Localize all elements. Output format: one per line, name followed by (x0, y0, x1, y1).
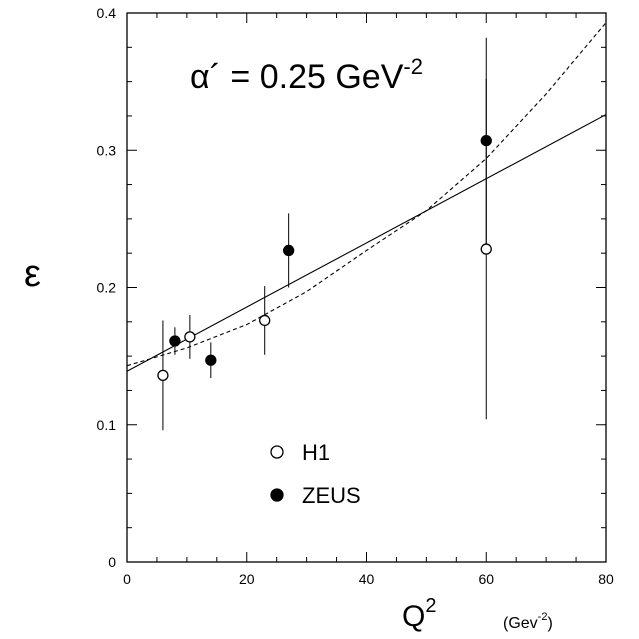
annotation-base: α´ = 0.25 GeV (190, 58, 404, 96)
y-tick-label: 0 (108, 554, 116, 570)
x-axis-unit-open: (Gev (503, 615, 538, 632)
y-tick-label: 0.2 (97, 280, 117, 296)
legend-h1-marker (270, 445, 284, 459)
legend-h1-label: H1 (302, 440, 330, 465)
h1-data-point (480, 243, 492, 255)
dashed-fit-curve (126, 22, 607, 367)
y-axis-label: ε (24, 253, 41, 295)
x-tick-label: 0 (123, 571, 131, 587)
zeus-data-point (169, 335, 181, 347)
x-tick-label: 60 (478, 571, 494, 587)
x-axis-label-exponent: 2 (425, 595, 436, 617)
x-tick-label: 40 (359, 571, 375, 587)
x-axis-unit-close: ) (547, 615, 552, 632)
y-tick-label: 0.3 (97, 142, 117, 158)
fit-parameter-annotation: α´ = 0.25 GeV-2 (190, 54, 423, 96)
x-axis-label-base: Q (402, 600, 425, 633)
h1-data-point (184, 331, 196, 343)
x-axis-unit: (Gev-2) (503, 611, 553, 632)
legend: H1 ZEUS (270, 440, 361, 508)
x-axis-unit-exponent: -2 (538, 611, 548, 623)
h1-data-point (157, 369, 169, 381)
x-tick-label: 80 (598, 571, 614, 587)
y-tick-label: 0.1 (97, 417, 117, 433)
annotation-exponent: -2 (403, 54, 423, 79)
zeus-data-point (205, 354, 217, 366)
legend-zeus-marker (270, 488, 284, 502)
y-tick-label: 0.4 (97, 5, 117, 21)
solid-fit-line (126, 114, 607, 372)
h1-data-point (259, 314, 271, 327)
legend-zeus-label: ZEUS (302, 483, 361, 508)
x-axis-label: Q2 (402, 595, 436, 633)
zeus-data-point (480, 134, 492, 147)
zeus-data-point (283, 244, 295, 257)
x-tick-label: 20 (239, 571, 255, 587)
